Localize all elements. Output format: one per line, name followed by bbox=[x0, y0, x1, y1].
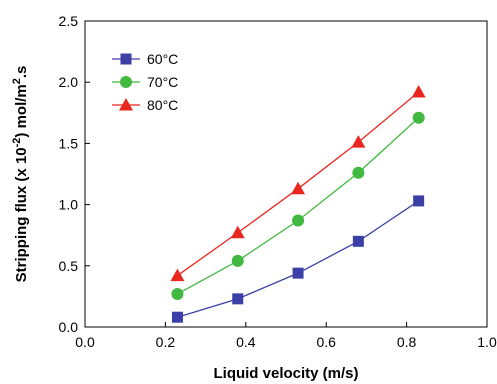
legend-label-1: 70°C bbox=[147, 74, 178, 90]
y-tick-label-0: 0.0 bbox=[59, 319, 79, 335]
series-0-point-1 bbox=[232, 293, 244, 305]
series-1-point-1 bbox=[231, 254, 244, 267]
x-tick-label-0: 0.0 bbox=[75, 334, 95, 350]
x-tick-label-1: 0.2 bbox=[156, 334, 176, 350]
y-axis-label-part-1: Stripping flux (x 10 bbox=[13, 147, 30, 282]
y-tick-label-3: 1.5 bbox=[59, 135, 79, 151]
ticks: 0.0 0.2 0.4 0.6 0.8 1.0 0.0 0.5 1.0 1.5 2.0 2.5 bbox=[59, 13, 497, 350]
x-tick-label-4: 0.8 bbox=[397, 334, 417, 350]
x-tick-label-3: 0.6 bbox=[316, 334, 336, 350]
series-2-point-3 bbox=[351, 135, 366, 148]
series-line-1 bbox=[177, 117, 420, 295]
y-axis-label-sup-1: -2 bbox=[11, 138, 23, 148]
series-2 bbox=[170, 84, 426, 282]
series-0-point-3 bbox=[352, 235, 364, 247]
x-axis-label: Liquid velocity (m/s) bbox=[213, 365, 358, 382]
axes bbox=[84, 20, 488, 328]
x-tick-label-5: 1.0 bbox=[477, 334, 497, 350]
plot-frame bbox=[84, 20, 488, 328]
series-1-point-0 bbox=[171, 287, 184, 300]
y-axis-label-part-3: .s bbox=[13, 66, 30, 79]
series-1-point-3 bbox=[352, 166, 365, 179]
series-0-point-2 bbox=[292, 267, 304, 279]
series-2-point-1 bbox=[230, 225, 245, 239]
series-2-point-0 bbox=[170, 268, 185, 282]
series-2-point-2 bbox=[291, 181, 306, 195]
legend-label-0: 60°C bbox=[147, 51, 178, 67]
legend-marker-2 bbox=[119, 98, 133, 111]
x-tick-label-2: 0.4 bbox=[236, 334, 256, 350]
series bbox=[170, 84, 426, 323]
series-0-point-0 bbox=[171, 311, 183, 323]
series-2-point-4 bbox=[411, 84, 426, 98]
legend-marker-1 bbox=[120, 76, 132, 88]
series-1 bbox=[171, 111, 425, 300]
y-axis-label: Stripping flux (x 10-2) mol/m2.s bbox=[11, 66, 30, 283]
legend-label-2: 80°C bbox=[147, 97, 178, 113]
legend: 60°C 70°C 80°C bbox=[112, 51, 178, 113]
y-tick-label-1: 0.5 bbox=[59, 258, 79, 274]
series-0-point-4 bbox=[413, 195, 425, 207]
y-tick-label-5: 2.5 bbox=[59, 13, 79, 29]
series-1-point-2 bbox=[292, 214, 305, 227]
legend-marker-0 bbox=[120, 53, 132, 65]
y-tick-label-4: 2.0 bbox=[59, 74, 79, 90]
series-1-point-4 bbox=[412, 111, 425, 124]
y-tick-label-2: 1.0 bbox=[59, 197, 79, 213]
y-axis-label-sup-2: 2 bbox=[11, 78, 23, 84]
series-0 bbox=[171, 195, 425, 323]
y-axis-label-part-2: ) mol/m bbox=[13, 84, 30, 137]
